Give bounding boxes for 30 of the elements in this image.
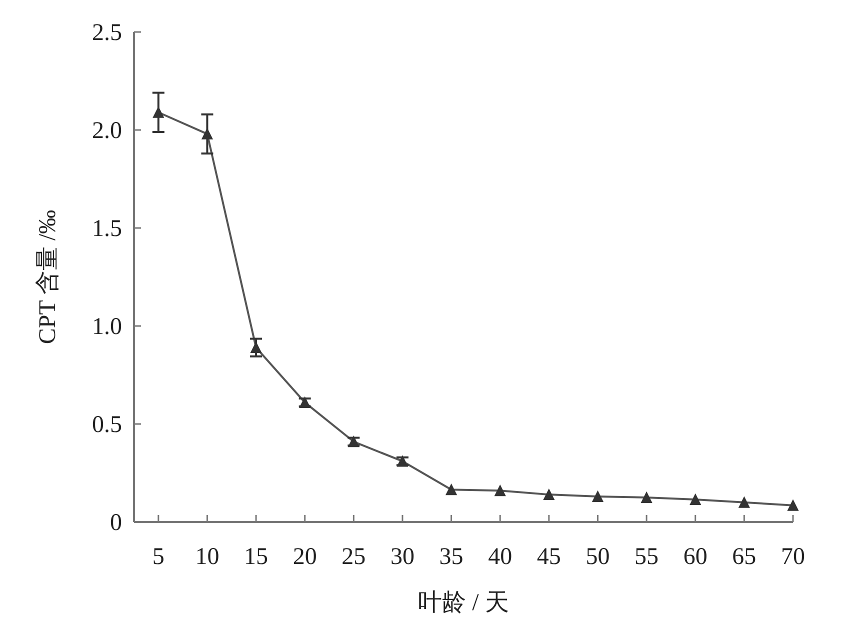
point [738, 496, 750, 508]
x-tick-label: 45 [536, 544, 561, 570]
y-tick-label: 2.0 [92, 118, 122, 144]
x-tick-label: 30 [390, 544, 414, 570]
x-tick-label: 10 [195, 544, 220, 570]
y-tick-label: 0 [110, 510, 122, 536]
x-tick-label: 50 [586, 544, 610, 570]
point [641, 492, 652, 503]
point [788, 500, 798, 511]
point [592, 491, 604, 502]
point [690, 494, 701, 505]
x-tick-label: 40 [488, 544, 512, 570]
x-tick-label: 70 [781, 544, 805, 570]
point [494, 485, 506, 496]
x-tick-label: 60 [683, 544, 708, 570]
x-axis-title: 叶龄 / 天 [418, 590, 509, 616]
x-tick-label: 15 [244, 544, 268, 570]
x-tick-label: 55 [634, 544, 659, 570]
x-tick-label: 20 [292, 544, 317, 570]
x-tick-label: 5 [152, 544, 164, 570]
x-tick-label: 65 [732, 544, 756, 570]
y-axis-title: CPT 含量 /‰ [35, 210, 61, 344]
y-tick-label: 1.0 [92, 314, 122, 340]
point [543, 489, 554, 500]
point [446, 484, 457, 496]
x-tick-label: 25 [342, 544, 366, 570]
y-tick-label: 2.5 [92, 20, 122, 46]
y-tick-label: 0.5 [92, 412, 122, 438]
x-tick-label: 35 [439, 544, 464, 570]
y-tick-label: 1.5 [92, 216, 122, 242]
